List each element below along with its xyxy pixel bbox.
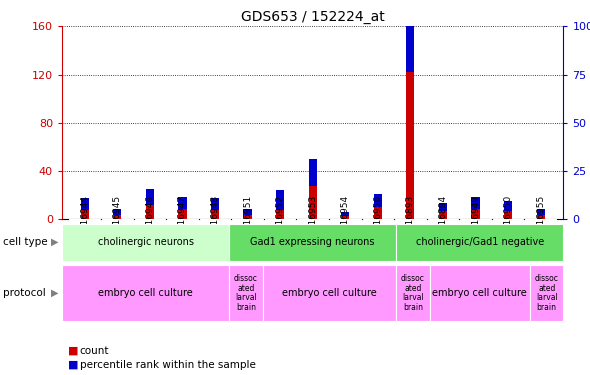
- Text: cholinergic/Gad1 negative: cholinergic/Gad1 negative: [416, 237, 544, 247]
- Text: ■: ■: [68, 360, 78, 369]
- FancyBboxPatch shape: [265, 219, 296, 220]
- Text: protocol: protocol: [3, 288, 45, 298]
- Text: dissoc
ated
larval
brain: dissoc ated larval brain: [234, 274, 258, 312]
- Text: GSM16945: GSM16945: [113, 195, 122, 244]
- Bar: [146, 189, 154, 205]
- FancyBboxPatch shape: [167, 219, 198, 220]
- Text: GSM16956: GSM16956: [373, 195, 382, 244]
- Bar: [113, 209, 122, 214]
- Bar: [113, 214, 122, 219]
- Text: dissoc
ated
larval
brain: dissoc ated larval brain: [401, 274, 425, 312]
- Bar: [81, 198, 89, 210]
- Bar: [471, 197, 480, 208]
- Text: GSM16947: GSM16947: [178, 195, 187, 244]
- Bar: [211, 210, 219, 219]
- Bar: [276, 210, 284, 219]
- Bar: [309, 159, 317, 186]
- Bar: [536, 214, 545, 219]
- Text: ▶: ▶: [51, 237, 58, 247]
- FancyBboxPatch shape: [428, 219, 458, 220]
- Bar: [146, 205, 154, 219]
- FancyBboxPatch shape: [102, 219, 133, 220]
- Bar: [407, 72, 414, 219]
- FancyBboxPatch shape: [330, 219, 360, 220]
- Text: dissoc
ated
larval
brain: dissoc ated larval brain: [535, 274, 559, 312]
- Bar: [439, 203, 447, 211]
- Bar: [244, 209, 252, 214]
- Text: GSM16951: GSM16951: [243, 195, 252, 244]
- Text: cholinergic neurons: cholinergic neurons: [97, 237, 194, 247]
- FancyBboxPatch shape: [460, 219, 491, 220]
- Text: count: count: [80, 346, 109, 355]
- Text: GSM16949: GSM16949: [471, 195, 480, 244]
- Bar: [430, 265, 530, 321]
- Title: GDS653 / 152224_at: GDS653 / 152224_at: [241, 10, 385, 24]
- Text: embryo cell culture: embryo cell culture: [282, 288, 377, 298]
- Text: GSM16944: GSM16944: [80, 195, 89, 244]
- Bar: [244, 214, 252, 219]
- Bar: [178, 197, 186, 208]
- FancyBboxPatch shape: [70, 219, 100, 220]
- Bar: [229, 265, 263, 321]
- Text: GSM16894: GSM16894: [438, 195, 447, 244]
- Text: GSM16893: GSM16893: [406, 195, 415, 244]
- Text: GSM16953: GSM16953: [308, 195, 317, 244]
- Bar: [178, 209, 186, 219]
- Bar: [62, 224, 229, 261]
- Bar: [341, 216, 349, 219]
- Bar: [309, 186, 317, 219]
- Text: GSM16948: GSM16948: [211, 195, 219, 244]
- Text: GSM16955: GSM16955: [536, 195, 545, 244]
- Bar: [439, 211, 447, 219]
- Bar: [373, 194, 382, 207]
- Bar: [396, 265, 430, 321]
- Bar: [407, 18, 414, 72]
- Bar: [81, 210, 89, 219]
- Bar: [341, 212, 349, 216]
- Bar: [62, 265, 229, 321]
- Text: ■: ■: [68, 346, 78, 355]
- Text: GSM16954: GSM16954: [341, 195, 350, 244]
- FancyBboxPatch shape: [232, 219, 263, 220]
- Bar: [396, 224, 563, 261]
- Bar: [504, 201, 512, 211]
- FancyBboxPatch shape: [362, 219, 393, 220]
- FancyBboxPatch shape: [525, 219, 556, 220]
- FancyBboxPatch shape: [297, 219, 328, 220]
- Bar: [504, 211, 512, 219]
- FancyBboxPatch shape: [395, 219, 426, 220]
- Bar: [276, 190, 284, 210]
- Text: embryo cell culture: embryo cell culture: [98, 288, 193, 298]
- Text: ▶: ▶: [51, 288, 58, 298]
- Bar: [530, 265, 563, 321]
- Bar: [229, 224, 396, 261]
- Text: GSM16946: GSM16946: [145, 195, 155, 244]
- Bar: [471, 209, 480, 219]
- Bar: [536, 209, 545, 214]
- Text: cell type: cell type: [3, 237, 48, 247]
- FancyBboxPatch shape: [199, 219, 230, 220]
- Text: Gad1 expressing neurons: Gad1 expressing neurons: [250, 237, 375, 247]
- Text: percentile rank within the sample: percentile rank within the sample: [80, 360, 255, 369]
- Text: embryo cell culture: embryo cell culture: [432, 288, 527, 298]
- Text: GSM16950: GSM16950: [504, 195, 513, 244]
- FancyBboxPatch shape: [135, 219, 165, 220]
- FancyBboxPatch shape: [493, 219, 523, 220]
- Bar: [263, 265, 396, 321]
- Bar: [211, 198, 219, 210]
- Text: GSM16952: GSM16952: [276, 195, 284, 244]
- Bar: [373, 207, 382, 219]
